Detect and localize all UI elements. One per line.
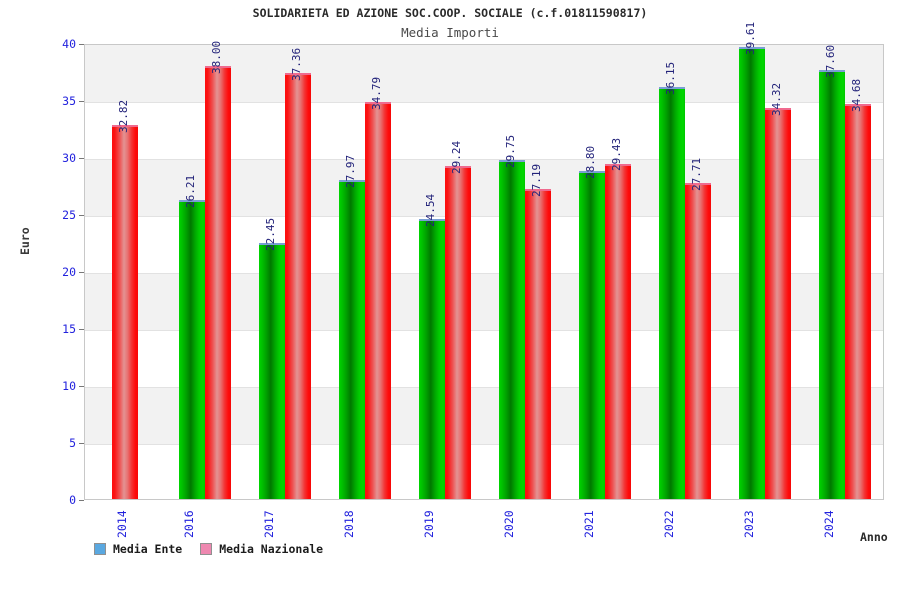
legend-swatch-icon — [200, 543, 213, 555]
gridline — [85, 273, 883, 274]
value-label-media-nazionale-2020: 27.19 — [530, 163, 543, 198]
y-tick-mark — [79, 158, 84, 159]
value-label-media-nazionale-2016: 38.00 — [210, 40, 223, 74]
bar-media-ente-2021 — [579, 170, 605, 499]
gridline — [85, 330, 883, 331]
y-tick-label: 0 — [69, 493, 76, 507]
y-tick-label: 20 — [62, 265, 76, 279]
bar-media-ente-2022 — [659, 86, 685, 499]
bar-media-nazionale-2017 — [285, 73, 311, 499]
gridline — [85, 216, 883, 217]
y-tick-label: 15 — [62, 322, 76, 336]
legend-item-2[interactable]: Media Nazionale — [200, 542, 323, 556]
bar-media-nazionale-2018 — [365, 102, 391, 499]
y-axis-label: Euro — [18, 227, 32, 255]
x-tick-label-2021: 2021 — [582, 510, 596, 538]
chart-subtitle: Media Importi — [401, 25, 499, 40]
value-label-media-ente-2018: 27.97 — [344, 155, 357, 189]
bar-media-nazionale-2020 — [525, 189, 551, 499]
chart-legend: Media Ente Media Nazionale — [94, 542, 323, 556]
gridline — [85, 444, 883, 445]
gridline — [85, 102, 883, 103]
legend-label: Media Ente — [113, 542, 183, 556]
bar-media-nazionale-2021 — [605, 163, 631, 499]
y-tick-label: 35 — [62, 94, 76, 108]
x-tick-label-2019: 2019 — [422, 510, 436, 538]
value-label-media-ente-2021: 28.80 — [584, 145, 597, 179]
value-label-media-nazionale-2022: 27.71 — [690, 157, 703, 192]
y-tick-label: 5 — [69, 436, 76, 450]
bar-media-nazionale-2016 — [205, 65, 231, 499]
y-tick-mark — [79, 44, 84, 45]
value-label-media-nazionale-2021: 29.43 — [610, 138, 623, 172]
gridline — [85, 387, 883, 388]
y-tick-label: 25 — [62, 208, 76, 222]
bar-media-ente-2023 — [739, 47, 765, 499]
value-label-media-ente-2020: 29.75 — [504, 134, 517, 168]
bar-media-nazionale-2019 — [445, 165, 471, 499]
bar-media-nazionale-2022 — [685, 183, 711, 499]
x-tick-label-2024: 2024 — [822, 510, 836, 538]
bar-media-nazionale-2014 — [112, 124, 138, 499]
bar-media-nazionale-2024 — [845, 103, 871, 499]
bar-media-ente-2020 — [499, 159, 525, 499]
y-tick-mark — [79, 101, 84, 102]
value-label-media-nazionale-2024: 34.68 — [850, 78, 863, 112]
value-label-media-ente-2022: 36.15 — [664, 61, 677, 95]
x-axis-label: Anno — [860, 530, 888, 544]
y-tick-label: 40 — [62, 37, 76, 51]
bar-media-ente-2018 — [339, 180, 365, 499]
legend-swatch-icon — [94, 543, 106, 555]
value-label-media-nazionale-2019: 29.24 — [450, 140, 463, 174]
value-label-media-ente-2017: 22.45 — [264, 217, 277, 252]
plot-area — [84, 44, 884, 500]
bar-media-ente-2017 — [259, 243, 285, 499]
x-tick-label-2020: 2020 — [502, 510, 516, 538]
x-tick-label-2018: 2018 — [342, 510, 356, 538]
value-label-media-ente-2016: 26.21 — [184, 175, 197, 209]
bar-media-ente-2016 — [179, 200, 205, 499]
value-label-media-nazionale-2017: 37.36 — [290, 47, 303, 82]
y-tick-mark — [79, 443, 84, 444]
value-label-media-ente-2024: 37.60 — [824, 45, 837, 79]
y-tick-mark — [79, 500, 84, 501]
value-label-media-nazionale-2023: 34.32 — [770, 82, 783, 116]
bar-media-ente-2024 — [819, 70, 845, 499]
x-tick-label-2014: 2014 — [115, 510, 129, 538]
x-tick-label-2016: 2016 — [182, 510, 196, 538]
x-tick-label-2023: 2023 — [742, 510, 756, 538]
value-label-media-nazionale-2018: 34.79 — [370, 77, 383, 111]
gridline — [85, 159, 883, 160]
y-tick-mark — [79, 272, 84, 273]
value-label-media-ente-2019: 24.54 — [424, 194, 437, 228]
value-label-media-ente-2023: 39.61 — [744, 22, 757, 56]
bar-media-ente-2019 — [419, 219, 445, 499]
legend-label: Media Nazionale — [219, 542, 324, 556]
y-tick-label: 10 — [62, 379, 76, 393]
y-tick-mark — [79, 329, 84, 330]
value-label-media-nazionale-2014: 32.82 — [117, 99, 130, 133]
x-tick-label-2022: 2022 — [662, 510, 676, 538]
y-tick-mark — [79, 386, 84, 387]
y-tick-mark — [79, 215, 84, 216]
x-tick-label-2017: 2017 — [262, 510, 276, 538]
chart-title: SOLIDARIETA ED AZIONE SOC.COOP. SOCIALE … — [252, 6, 648, 20]
legend-item-1[interactable]: Media Ente — [94, 542, 182, 556]
y-tick-label: 30 — [62, 151, 76, 165]
bar-media-nazionale-2023 — [765, 107, 791, 499]
